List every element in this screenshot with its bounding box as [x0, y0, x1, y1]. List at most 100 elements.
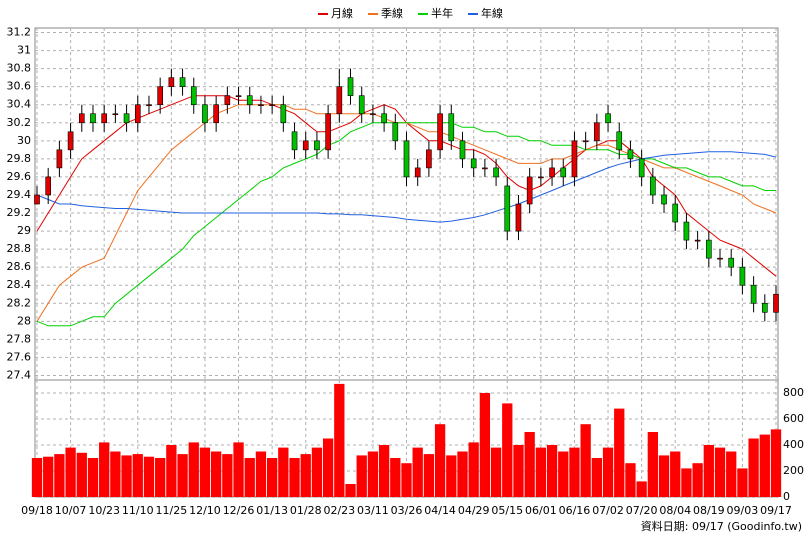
y-tick-label: 29	[17, 224, 31, 237]
candle-body	[594, 122, 600, 142]
volume-bar	[311, 447, 323, 497]
legend-label: 半年	[431, 6, 453, 20]
volume-bar	[580, 424, 591, 497]
volume-bar	[345, 484, 356, 497]
volume-bar	[390, 458, 401, 497]
candle-body	[482, 167, 488, 170]
candle-body	[34, 194, 40, 205]
y-tick-label: 30	[17, 134, 31, 147]
candle-body	[426, 149, 432, 169]
y-tick-label: 27.8	[7, 332, 32, 345]
volume-bar	[423, 454, 435, 497]
y-tick-label: 27.6	[7, 350, 32, 363]
y-tick-label: 30.4	[7, 98, 32, 111]
footer: 資料日期: 09/17 (Goodinfo.tw)	[641, 519, 802, 533]
candle-body	[179, 77, 186, 87]
candle-body	[661, 194, 667, 205]
x-tick-label: 06/16	[559, 504, 591, 517]
volume-bar	[188, 442, 199, 497]
x-tick-label: 05/15	[491, 504, 523, 517]
candle-body	[392, 122, 399, 142]
candle-body	[213, 104, 219, 124]
x-tick-label: 07/02	[592, 504, 624, 517]
y-tick-label: 31	[17, 44, 31, 57]
candle-body	[571, 140, 578, 178]
volume-bar	[658, 455, 670, 497]
volume-tick-label: 400	[783, 438, 804, 451]
candle-body	[616, 131, 623, 151]
x-tick-label: 12/10	[189, 504, 221, 517]
x-tick-label: 10/23	[88, 504, 120, 517]
volume-bar	[378, 445, 390, 497]
ma-line	[36, 122, 776, 327]
y-tick-label: 29.2	[7, 206, 32, 219]
x-tick-label: 01/13	[256, 504, 288, 517]
candle-body	[258, 104, 264, 107]
volume-bar	[614, 408, 625, 497]
volume-bar	[322, 438, 334, 497]
y-tick-label: 28.4	[7, 278, 32, 291]
volume-bar	[625, 463, 636, 497]
volume-bar	[703, 445, 714, 497]
candle-body	[437, 113, 443, 151]
volume-bar	[726, 451, 737, 497]
candle-body	[739, 266, 746, 286]
y-tick-label: 28	[17, 314, 31, 327]
candle-body	[605, 113, 611, 124]
y-tick-label: 31.2	[7, 26, 32, 39]
volume-bar	[300, 454, 311, 497]
volume-bar	[479, 393, 491, 497]
candle-body	[123, 113, 130, 124]
volume-bar	[31, 458, 43, 497]
legend-label: 月線	[331, 6, 353, 20]
x-tick-label: 09/18	[21, 504, 53, 517]
candle-body	[761, 302, 768, 313]
volume-bar	[513, 445, 524, 497]
candle-body	[515, 203, 522, 232]
y-tick-label: 29.4	[7, 188, 32, 201]
y-tick-label: 30.6	[7, 80, 32, 93]
candle-body	[448, 113, 455, 142]
y-tick-label: 30.8	[7, 62, 32, 75]
candle-body	[45, 176, 52, 196]
x-tick-label: 10/07	[55, 504, 87, 517]
candle-body	[638, 158, 645, 178]
candle-body	[414, 167, 421, 178]
candle-body	[717, 257, 723, 260]
y-tick-label: 30.2	[7, 116, 32, 129]
candle-body	[269, 104, 275, 107]
candle-body	[325, 113, 331, 151]
y-tick-label: 28.2	[7, 296, 32, 309]
volume-bar	[602, 447, 614, 497]
candle-body	[246, 95, 253, 106]
volume-bar	[76, 452, 87, 497]
volume-bar	[199, 447, 211, 497]
candle-body	[56, 149, 63, 169]
volume-bar	[222, 454, 233, 497]
y-tick-label: 29.6	[7, 170, 32, 183]
candle-body	[302, 140, 309, 151]
volume-bar	[356, 455, 367, 497]
candle-body	[627, 149, 634, 160]
candle-body	[202, 104, 208, 124]
volume-bar	[546, 445, 558, 497]
volume-bar	[670, 451, 681, 497]
volume-bar	[255, 451, 267, 497]
candle-body	[146, 104, 152, 107]
candle-body	[90, 113, 96, 124]
y-tick-label: 28.8	[7, 242, 32, 255]
volume-bar	[412, 447, 423, 497]
candle-body	[582, 140, 589, 143]
x-tick-label: 01/28	[290, 504, 322, 517]
candle-body	[336, 86, 343, 115]
volume-bar	[748, 438, 759, 497]
volume-bar	[434, 424, 446, 497]
volume-bar	[558, 451, 569, 497]
x-tick-label: 08/04	[659, 504, 691, 517]
volume-bar	[65, 447, 76, 497]
x-tick-label: 04/14	[424, 504, 456, 517]
candle-body	[358, 95, 365, 115]
y-tick-label: 27.4	[7, 368, 32, 381]
volume-bar	[211, 451, 222, 497]
